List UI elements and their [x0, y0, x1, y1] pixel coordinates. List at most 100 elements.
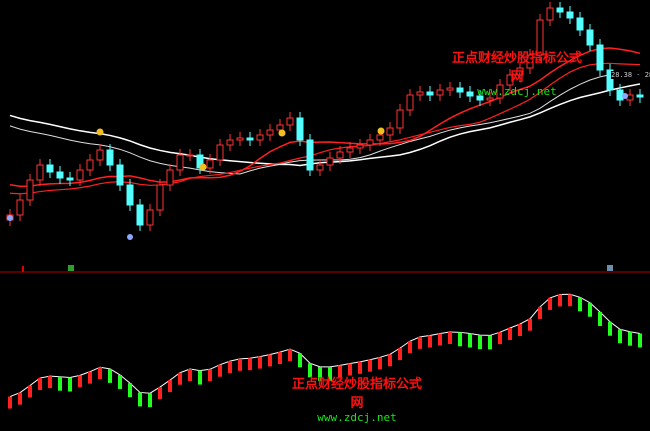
- oscillator-bar: [298, 353, 302, 368]
- candle-body: [566, 11, 574, 19]
- candle-body: [146, 209, 154, 226]
- candle-body: [396, 109, 404, 129]
- oscillator-bar: [78, 375, 82, 388]
- oscillator-bar: [428, 335, 432, 348]
- candle-body: [466, 91, 474, 97]
- oscillator-bar: [28, 385, 32, 398]
- candle-body: [576, 17, 584, 31]
- smiley-icon: [377, 127, 385, 135]
- ma-mid-line: [9, 62, 641, 195]
- candle-body: [516, 67, 524, 76]
- candle-body: [96, 149, 104, 161]
- smiley-icon: [199, 163, 207, 171]
- oscillator-bar: [448, 332, 452, 345]
- candle-body: [86, 159, 94, 171]
- candle-body: [56, 171, 64, 179]
- oscillator-bar: [558, 294, 562, 307]
- oscillator-bar: [408, 341, 412, 354]
- oscillator-bar: [318, 366, 322, 381]
- candle-body: [106, 149, 114, 166]
- candle-body: [476, 95, 484, 101]
- ma-long-line: [9, 83, 641, 167]
- signal-dot-icon: [7, 215, 13, 221]
- oscillator-bar: [88, 371, 92, 384]
- oscillator-bar: [568, 294, 572, 307]
- oscillator-bar: [518, 324, 522, 337]
- oscillator-bar: [268, 354, 272, 367]
- candle-body: [456, 87, 464, 93]
- ma-short-line: [9, 47, 641, 188]
- candle-body: [336, 151, 344, 159]
- oscillator-bar: [638, 333, 642, 348]
- candle-body: [206, 159, 214, 169]
- candle-body: [46, 164, 54, 173]
- oscillator-bar: [218, 364, 222, 377]
- candle-body: [526, 54, 534, 69]
- oscillator-bar: [508, 327, 512, 340]
- oscillator-bar: [458, 332, 462, 347]
- oscillator-bar: [618, 329, 622, 344]
- candle-body: [116, 164, 124, 186]
- candle-body: [496, 84, 504, 99]
- smiley-icon: [278, 129, 286, 137]
- oscillator-bar: [188, 369, 192, 382]
- oscillator-bar: [98, 367, 102, 380]
- oscillator-bar: [38, 378, 42, 391]
- candle-body: [356, 144, 364, 149]
- candle-body: [186, 154, 194, 157]
- oscillator-bar: [308, 363, 312, 378]
- candle-body: [386, 127, 394, 136]
- candle-body: [596, 44, 604, 71]
- candle-body: [556, 7, 564, 13]
- signal-dot-icon: [127, 234, 133, 240]
- oscillator-bar: [208, 369, 212, 382]
- oscillator-bar: [528, 318, 532, 331]
- candle-body: [156, 184, 164, 211]
- candle-body: [546, 7, 554, 21]
- oscillator-bar: [538, 306, 542, 319]
- oscillator-bar: [198, 370, 202, 385]
- candle-body: [276, 124, 284, 131]
- oscillator-bar: [418, 336, 422, 349]
- oscillator-bar: [588, 302, 592, 317]
- candle-body: [306, 139, 314, 171]
- oscillator-bar: [358, 361, 362, 374]
- candle-body: [506, 74, 514, 86]
- candle-body: [26, 179, 34, 201]
- candle-body: [266, 129, 274, 136]
- candle-body: [286, 117, 294, 126]
- candle-body: [296, 117, 304, 141]
- oscillator-bar: [8, 396, 12, 409]
- oscillator-bar: [578, 297, 582, 312]
- candle-body: [536, 19, 544, 56]
- candle-body: [436, 89, 444, 96]
- signal-marker-blue: [607, 265, 613, 271]
- candle-body: [136, 204, 144, 226]
- candle-body: [586, 29, 594, 46]
- candle-body: [236, 137, 244, 141]
- oscillator-bar: [228, 361, 232, 374]
- candle-body: [316, 164, 324, 171]
- signal-marker-red: [22, 266, 24, 272]
- oscillator-bar: [388, 354, 392, 367]
- candle-body: [216, 144, 224, 161]
- candle-body: [346, 147, 354, 153]
- candle-body: [76, 169, 84, 181]
- oscillator-bar: [608, 321, 612, 336]
- candle-body: [176, 154, 184, 171]
- oscillator-bar: [258, 356, 262, 369]
- candle-body: [126, 184, 134, 206]
- oscillator-bar: [478, 335, 482, 350]
- oscillator-bar: [138, 392, 142, 407]
- candle-body: [66, 177, 74, 181]
- candle-body: [246, 137, 254, 141]
- oscillator-bar: [438, 333, 442, 346]
- price-range-label: 28.38 - 28.31: [611, 71, 650, 79]
- candle-body: [376, 134, 384, 141]
- signal-marker-green: [68, 265, 74, 271]
- ma-long2-line: [9, 70, 641, 175]
- candle-body: [226, 139, 234, 146]
- oscillator-bar: [118, 374, 122, 389]
- candle-body: [606, 69, 614, 91]
